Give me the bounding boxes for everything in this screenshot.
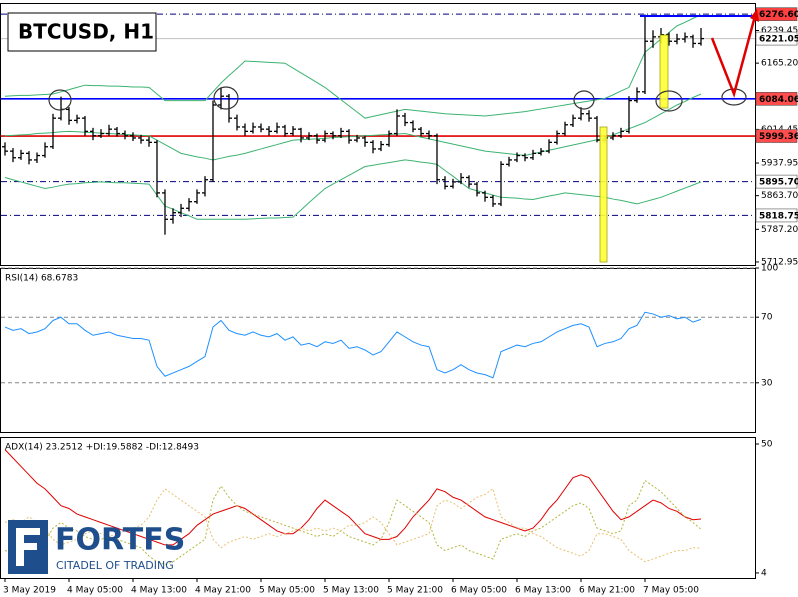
y-tick-label: 5937.95 [761,159,798,169]
indicator-line [4,449,702,546]
touch-circle [655,90,683,112]
level-label-box [755,174,798,189]
annotations: FORTFS CITADEL OF TRADING [8,9,759,574]
logo-tagline: CITADEL OF TRADING [56,559,174,572]
forecast-arrow [710,15,757,98]
level-label: 6276.60 [759,10,798,20]
x-tick-label: 4 May 13:00 [131,586,187,596]
x-tick-label: 6 May 13:00 [515,586,571,596]
panel-title: RSI(14) 68.6783 [5,274,78,284]
level-label-box [755,92,798,106]
touch-circle [48,89,72,111]
y-tick-label: 100 [761,264,778,274]
touch-circle [213,86,239,110]
x-tick-label: 3 May 2019 [3,586,56,596]
touch-circle [573,90,595,110]
level-label: 5818.75 [759,211,798,221]
title-box [7,12,157,52]
y-tick-label: 5863.70 [761,191,798,201]
logo-icon-mark [16,528,40,566]
panel-frame [0,437,756,579]
indicator-line [4,311,702,379]
y-tick-label: 5712.95 [761,257,798,267]
y-tick-label: 70 [761,313,773,323]
level-label: 6084.06 [759,95,798,105]
indicator-line [4,479,702,566]
panel-title: ADX(14) 23.2512 +DI:19.5882 -DI:12.8493 [5,443,199,453]
level-label-box [755,31,798,46]
y-tick-label: 6239.45 [761,26,798,36]
chart-title: BTCUSD, H1 [18,20,154,44]
indicator-line [4,159,702,220]
logo-name: FORTFS [55,523,185,558]
panel-frame [0,268,756,433]
logo: FORTFS CITADEL OF TRADING [8,520,185,574]
indicator-line [4,93,702,161]
x-tick-label: 4 May 05:00 [67,586,123,596]
data-layer: 6239.456165.206014.455937.955863.705787.… [0,3,798,596]
x-tick-label: 7 May 05:00 [643,586,699,596]
level-label: 6221.05 [759,35,798,45]
target-circle [721,88,747,106]
arrow-head [750,9,759,22]
y-tick-label: 6165.20 [761,59,798,69]
level-label-box [755,208,798,223]
level-label-box [755,129,798,143]
indicator-line [4,14,702,119]
highlight-bar [599,126,608,263]
panel-frame [0,3,756,266]
level-label: 5895.70 [759,178,798,188]
x-tick-label: 6 May 21:00 [579,586,635,596]
x-tick-label: 5 May 05:00 [259,586,315,596]
y-tick-label: 5787.20 [761,225,798,235]
y-tick-label: 50 [761,440,773,450]
level-label: 5999.36 [759,132,798,142]
x-tick-label: 5 May 13:00 [323,586,379,596]
highlight-bar [659,34,669,109]
x-tick-label: 4 May 21:00 [195,586,251,596]
x-tick-label: 6 May 05:00 [451,586,507,596]
x-tick-label: 5 May 21:00 [387,586,443,596]
y-tick-label: 4 [761,568,767,578]
y-tick-label: 30 [761,378,773,388]
